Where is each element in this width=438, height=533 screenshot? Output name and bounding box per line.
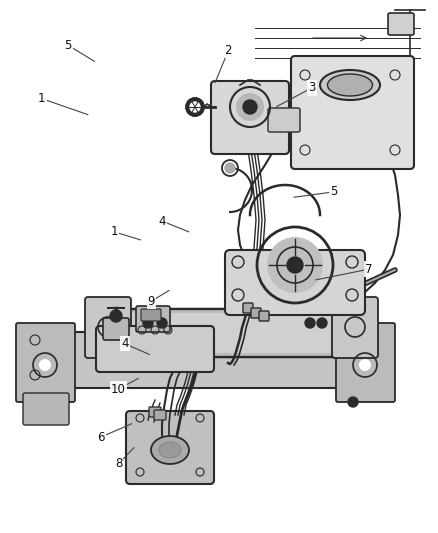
FancyBboxPatch shape [103,318,129,340]
FancyBboxPatch shape [211,81,288,154]
Circle shape [304,318,314,328]
FancyBboxPatch shape [251,308,261,318]
Text: 2: 2 [224,44,232,57]
FancyBboxPatch shape [225,250,364,315]
Text: 6: 6 [97,431,105,443]
Text: 10: 10 [111,383,126,395]
Circle shape [143,318,153,328]
Text: 1: 1 [38,92,46,105]
Circle shape [316,318,326,328]
FancyBboxPatch shape [111,309,373,357]
Circle shape [347,397,357,407]
Text: 4: 4 [158,215,166,228]
Circle shape [110,310,122,322]
Text: 8: 8 [115,457,122,470]
FancyBboxPatch shape [136,306,170,332]
Circle shape [286,257,302,273]
Ellipse shape [319,70,379,100]
FancyBboxPatch shape [267,108,299,132]
FancyBboxPatch shape [126,411,213,484]
FancyBboxPatch shape [23,393,69,425]
Circle shape [225,163,234,173]
Text: 5: 5 [64,39,71,52]
Circle shape [190,102,200,112]
FancyBboxPatch shape [335,323,394,402]
FancyBboxPatch shape [387,13,413,35]
Text: 1: 1 [110,225,118,238]
Text: 4: 4 [121,337,129,350]
Circle shape [39,359,51,371]
FancyBboxPatch shape [85,297,131,358]
Text: 3: 3 [307,82,314,94]
Text: 5: 5 [329,185,336,198]
Ellipse shape [327,74,372,96]
FancyBboxPatch shape [96,326,213,372]
Ellipse shape [159,442,180,458]
FancyBboxPatch shape [141,309,161,321]
Ellipse shape [151,436,189,464]
FancyBboxPatch shape [32,332,367,388]
FancyBboxPatch shape [16,323,75,402]
FancyBboxPatch shape [243,303,252,313]
FancyBboxPatch shape [331,297,377,358]
Circle shape [266,237,322,293]
FancyBboxPatch shape [290,56,413,169]
Text: 7: 7 [364,263,372,276]
Circle shape [358,359,370,371]
Circle shape [236,93,263,121]
Text: 9: 9 [147,295,155,308]
Circle shape [186,98,204,116]
FancyBboxPatch shape [154,410,166,420]
FancyBboxPatch shape [258,311,268,321]
Circle shape [243,100,256,114]
FancyBboxPatch shape [148,407,161,417]
Circle shape [157,318,166,328]
